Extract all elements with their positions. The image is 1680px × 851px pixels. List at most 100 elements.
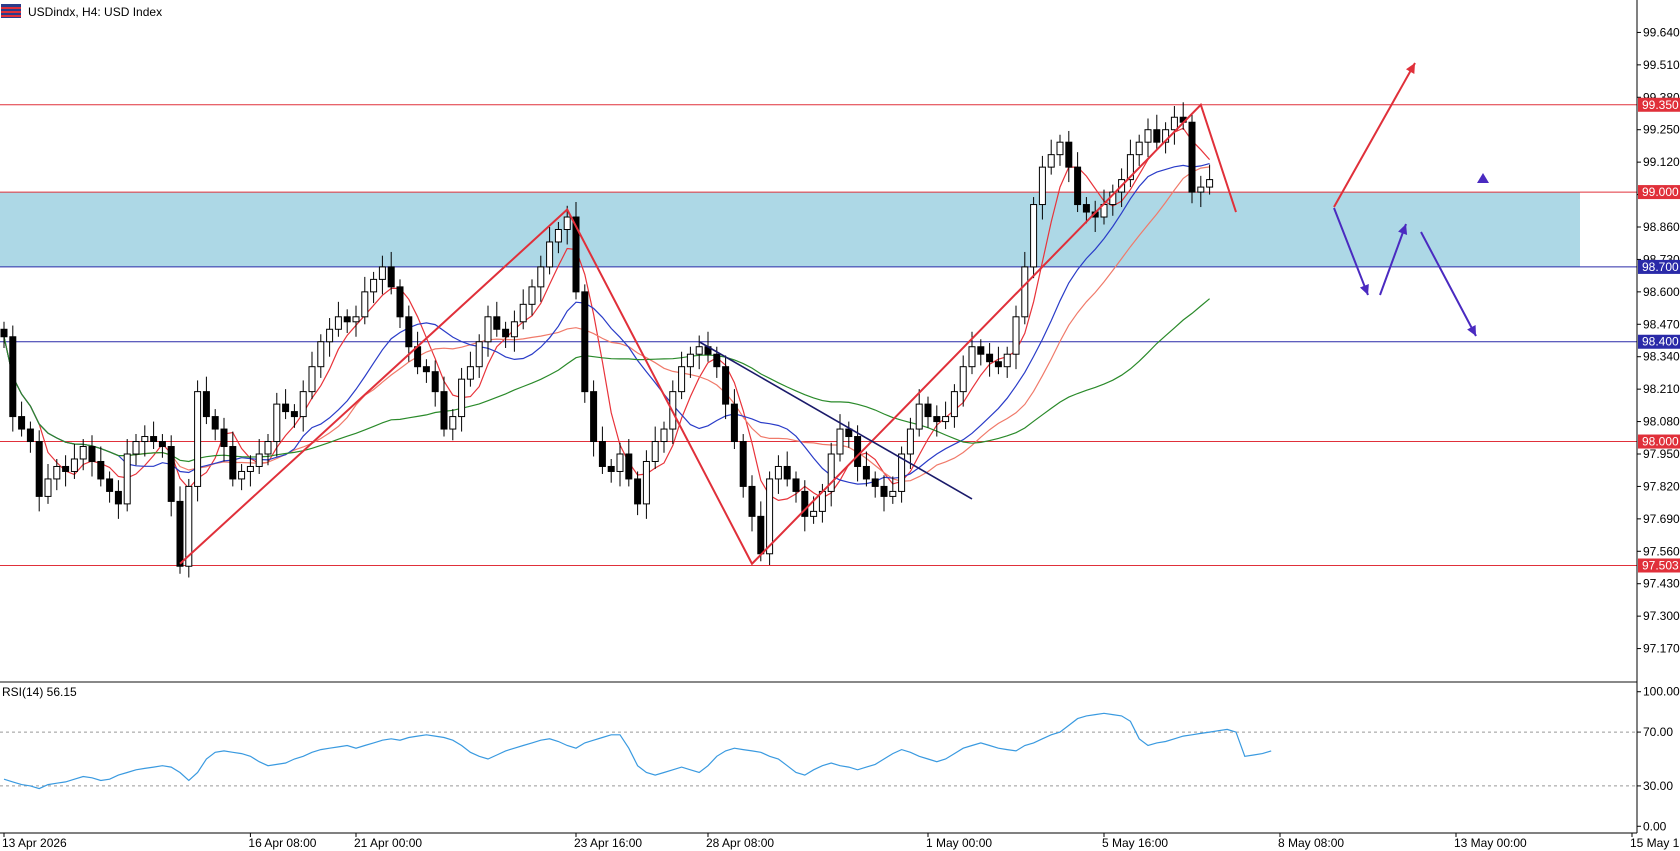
candle[interactable] — [1135, 134, 1143, 166]
candle[interactable] — [378, 255, 386, 295]
candle[interactable] — [651, 426, 659, 469]
candle[interactable] — [282, 389, 290, 420]
candle[interactable] — [880, 475, 888, 512]
candle[interactable] — [229, 431, 237, 487]
candle[interactable] — [1021, 251, 1029, 325]
candle[interactable] — [387, 251, 395, 295]
candle[interactable] — [1056, 134, 1064, 166]
rebound-arrow[interactable] — [1379, 223, 1408, 296]
candle[interactable] — [581, 284, 589, 403]
candle[interactable] — [871, 471, 879, 498]
candle[interactable] — [211, 409, 219, 441]
candle[interactable] — [722, 355, 730, 420]
candle[interactable] — [167, 435, 175, 517]
candle[interactable] — [44, 463, 52, 504]
candle[interactable] — [114, 480, 122, 519]
candle[interactable] — [317, 334, 325, 378]
candle[interactable] — [546, 227, 554, 275]
candle[interactable] — [845, 421, 853, 448]
candle[interactable] — [141, 425, 149, 457]
candle[interactable] — [625, 439, 633, 487]
candle[interactable] — [634, 471, 642, 516]
candle[interactable] — [466, 351, 474, 387]
candle[interactable] — [308, 351, 316, 400]
trendlines-layer[interactable] — [179, 62, 1489, 566]
candle[interactable] — [79, 439, 87, 471]
candle[interactable] — [176, 486, 184, 574]
candle[interactable] — [1003, 346, 1011, 378]
candle[interactable] — [1047, 139, 1055, 175]
candle[interactable] — [185, 478, 193, 578]
candle[interactable] — [1038, 155, 1046, 220]
candle[interactable] — [326, 318, 334, 357]
bullish-arrow[interactable] — [1333, 62, 1416, 208]
candle[interactable] — [950, 384, 958, 428]
candle[interactable] — [484, 305, 492, 357]
candle[interactable] — [343, 309, 351, 334]
candle[interactable] — [370, 271, 378, 304]
candle[interactable] — [1030, 197, 1038, 279]
candle[interactable] — [730, 389, 738, 450]
candle[interactable] — [88, 435, 96, 477]
candle[interactable] — [405, 305, 413, 362]
candle[interactable] — [563, 205, 571, 245]
candle[interactable] — [458, 367, 466, 432]
candle[interactable] — [414, 331, 422, 375]
candle[interactable] — [202, 376, 210, 425]
candle[interactable] — [528, 279, 536, 316]
candle[interactable] — [150, 421, 158, 450]
candle[interactable] — [290, 404, 298, 428]
candle[interactable] — [1126, 139, 1134, 188]
candle[interactable] — [1012, 305, 1020, 370]
candle[interactable] — [9, 325, 17, 432]
candle[interactable] — [440, 376, 448, 437]
candle[interactable] — [642, 450, 650, 519]
candle[interactable] — [238, 463, 246, 491]
candle[interactable] — [537, 255, 545, 302]
candle[interactable] — [62, 455, 70, 487]
candle[interactable] — [299, 380, 307, 432]
candle[interactable] — [475, 334, 483, 378]
candle[interactable] — [361, 276, 369, 325]
candle[interactable] — [616, 442, 624, 487]
candle[interactable] — [942, 401, 950, 430]
candle[interactable] — [827, 442, 835, 507]
candle[interactable] — [493, 301, 501, 337]
candle[interactable] — [862, 451, 870, 487]
candle[interactable] — [396, 279, 404, 329]
candle[interactable] — [220, 417, 228, 462]
candle[interactable] — [502, 321, 510, 348]
candle[interactable] — [1144, 118, 1152, 158]
candle[interactable] — [783, 451, 791, 487]
candle[interactable] — [35, 430, 43, 512]
candle[interactable] — [273, 392, 281, 457]
candle[interactable] — [264, 434, 272, 466]
candle[interactable] — [26, 421, 34, 453]
candle[interactable] — [933, 405, 941, 437]
candle[interactable] — [18, 401, 26, 437]
candle[interactable] — [598, 426, 606, 474]
candle[interactable] — [554, 222, 562, 254]
candle[interactable] — [590, 380, 598, 457]
bearish-arrow-2[interactable] — [1420, 231, 1477, 337]
candle[interactable] — [0, 321, 8, 348]
candle[interactable] — [748, 475, 756, 532]
candle[interactable] — [660, 421, 668, 453]
candle[interactable] — [959, 355, 967, 407]
candle[interactable] — [1082, 197, 1090, 224]
descending-trendline[interactable] — [698, 341, 973, 500]
zigzag-trendline[interactable] — [179, 102, 1237, 566]
candle[interactable] — [686, 346, 694, 378]
candle[interactable] — [678, 351, 686, 400]
bearish-arrow-1[interactable] — [1333, 207, 1369, 296]
candle[interactable] — [792, 471, 800, 503]
candle[interactable] — [1074, 152, 1082, 213]
candle[interactable] — [986, 342, 994, 377]
candle[interactable] — [158, 434, 166, 458]
candle[interactable] — [246, 455, 254, 487]
candle[interactable] — [1197, 175, 1205, 208]
candle[interactable] — [422, 359, 430, 383]
candle[interactable] — [97, 446, 105, 487]
candle[interactable] — [695, 335, 703, 370]
